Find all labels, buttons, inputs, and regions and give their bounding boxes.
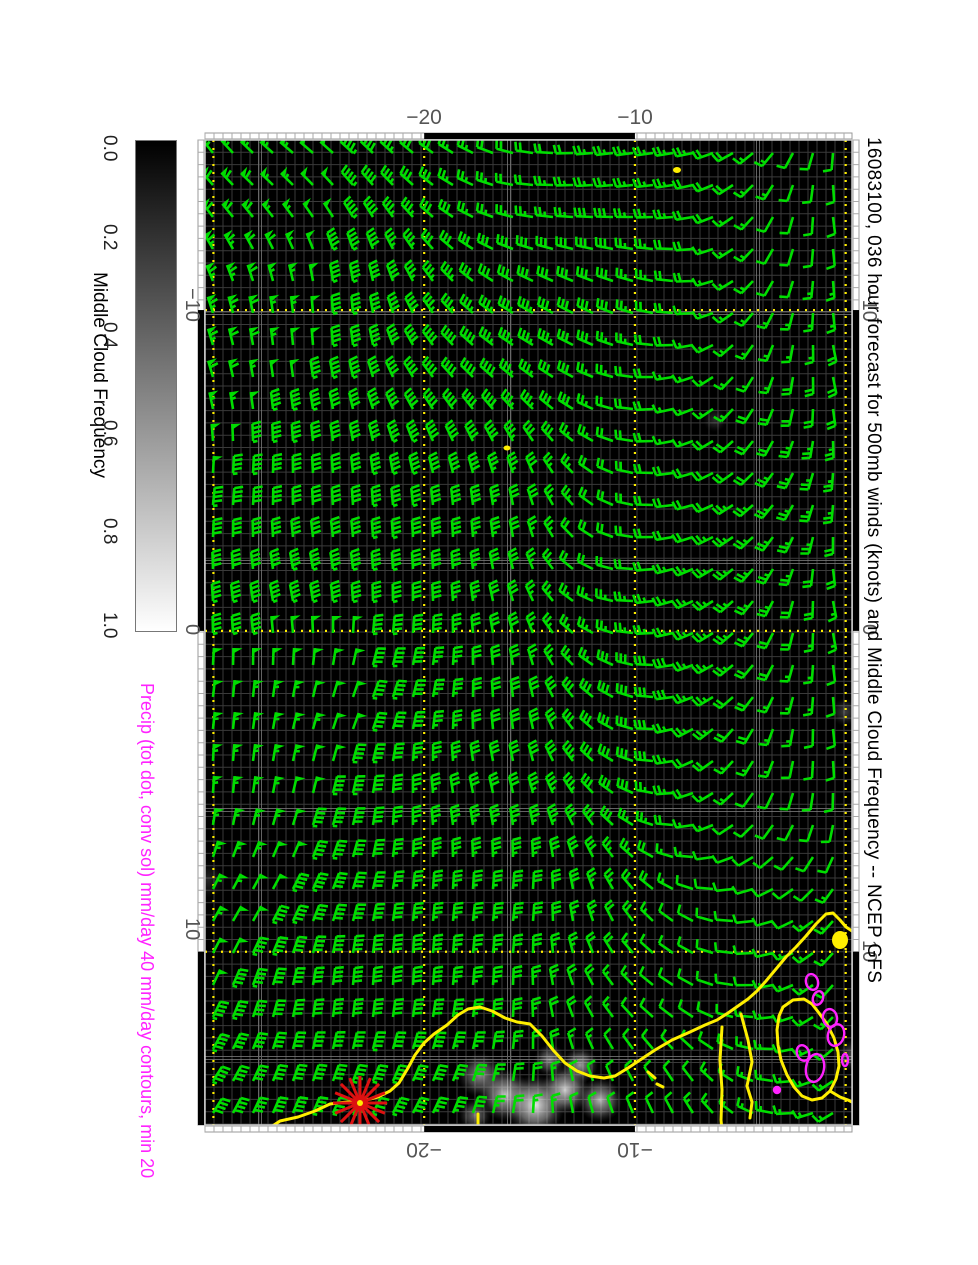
colorbar-tick-4: 0.8 bbox=[99, 518, 120, 545]
top-axis-tick--20: −20 bbox=[406, 106, 442, 129]
cloud-frequency-colorbar bbox=[135, 140, 177, 632]
right-axis-tick-0: 0 bbox=[858, 624, 880, 636]
chart-title: 16083100, 036 hour forecast for 500mb wi… bbox=[863, 137, 884, 984]
precip-caption: Precip (tot dot, conv sol) mm/day 40 mm/… bbox=[137, 683, 157, 1179]
colorbar-title: Middle Cloud Frequency bbox=[89, 272, 110, 478]
top-axis-tick--10: −10 bbox=[617, 106, 653, 129]
right-axis-tick-10: 10 bbox=[858, 940, 880, 963]
colorbar-tick-3: 0.6 bbox=[99, 420, 120, 447]
colorbar-tick-0: 0.0 bbox=[99, 135, 120, 162]
left-axis-tick-0: 0 bbox=[181, 624, 203, 636]
bottom-axis-tick--10: −10 bbox=[617, 1138, 653, 1161]
bottom-axis-tick--20: −20 bbox=[406, 1138, 442, 1161]
colorbar-tick-1: 0.2 bbox=[99, 224, 120, 251]
right-axis-tick--10: −10 bbox=[858, 288, 880, 322]
left-axis-tick--10: −10 bbox=[181, 288, 203, 322]
colorbar-tick-2: 0.4 bbox=[99, 322, 120, 349]
left-axis-tick-10: 10 bbox=[181, 918, 203, 941]
colorbar-tick-5: 1.0 bbox=[99, 612, 120, 639]
